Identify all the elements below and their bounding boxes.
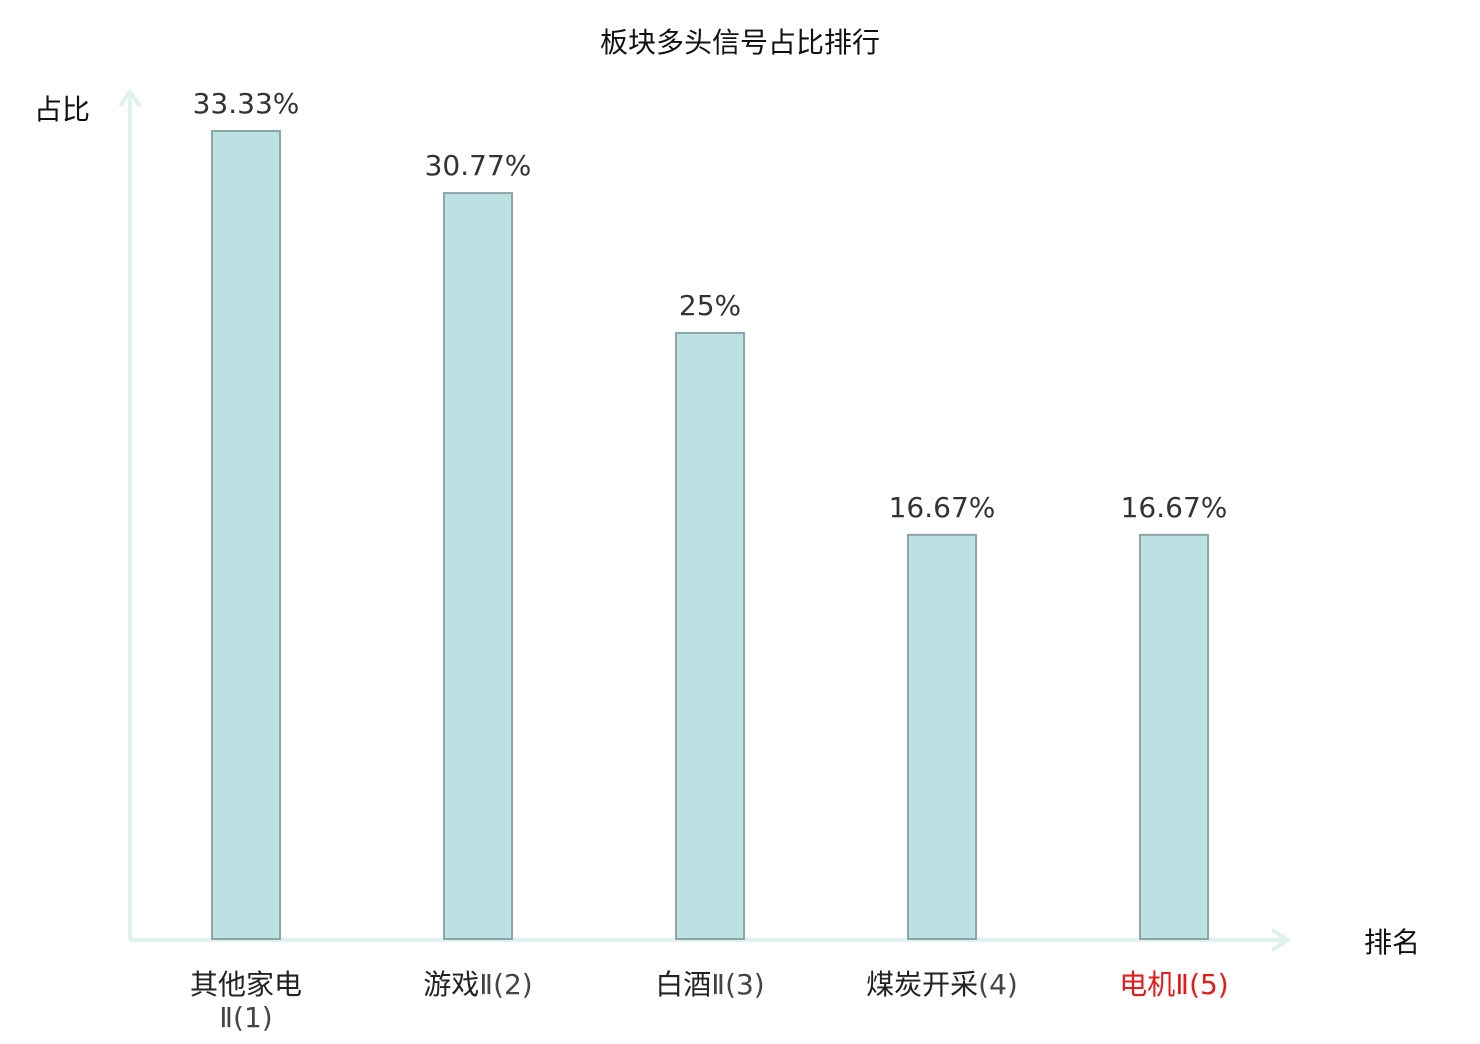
category-name: 游戏 (423, 968, 479, 1001)
category-rank-suffix: (4) (978, 968, 1018, 1001)
category-name: 煤炭开采 (866, 968, 978, 1001)
bar-value-label: 30.77% (425, 149, 532, 182)
category-rank-suffix: Ⅱ(2) (479, 968, 532, 1001)
bar-value-label: 16.67% (889, 491, 996, 524)
category-labels-layer: 其他家电 Ⅱ(1) 游戏Ⅱ(2) 白酒Ⅱ(3) 煤炭开采(4) 电机Ⅱ(5) (190, 968, 1229, 1034)
y-axis-arrow (118, 88, 142, 108)
bars-layer (211, 130, 1209, 940)
bar (443, 192, 513, 940)
bar-value-label: 16.67% (1121, 491, 1228, 524)
category-tick-label: 白酒Ⅱ(3) (655, 968, 764, 1001)
category-tick-label: 其他家电 Ⅱ(1) (190, 968, 302, 1034)
bar (211, 130, 281, 940)
x-axis-label: 排名 (1364, 926, 1420, 959)
bar (675, 331, 745, 940)
category-name: 其他家电 (190, 968, 302, 1001)
y-axis-label: 占比 (34, 93, 90, 126)
x-axis-arrow (1270, 928, 1292, 952)
category-rank-suffix: Ⅱ(5) (1175, 968, 1228, 1001)
category-tick-label: 煤炭开采(4) (866, 968, 1018, 1001)
chart-title: 板块多头信号占比排行 (600, 26, 880, 59)
category-rank-suffix: Ⅱ(1) (219, 1001, 272, 1034)
category-tick-label: 电机Ⅱ(5) (1119, 968, 1228, 1001)
x-axis: 排名 (130, 926, 1420, 959)
bar-value-label: 33.33% (193, 87, 300, 120)
category-name: 电机 (1119, 968, 1175, 1001)
bar (1139, 533, 1209, 940)
value-labels-layer: 33.33% 30.77% 25% 16.67% 16.67% (193, 87, 1228, 524)
category-rank-suffix: Ⅱ(3) (711, 968, 764, 1001)
bar-value-label: 25% (679, 289, 741, 322)
bar (907, 533, 977, 940)
y-axis: 占比 (34, 88, 142, 940)
category-name: 白酒 (655, 968, 711, 1001)
category-tick-label: 游戏Ⅱ(2) (423, 968, 532, 1001)
